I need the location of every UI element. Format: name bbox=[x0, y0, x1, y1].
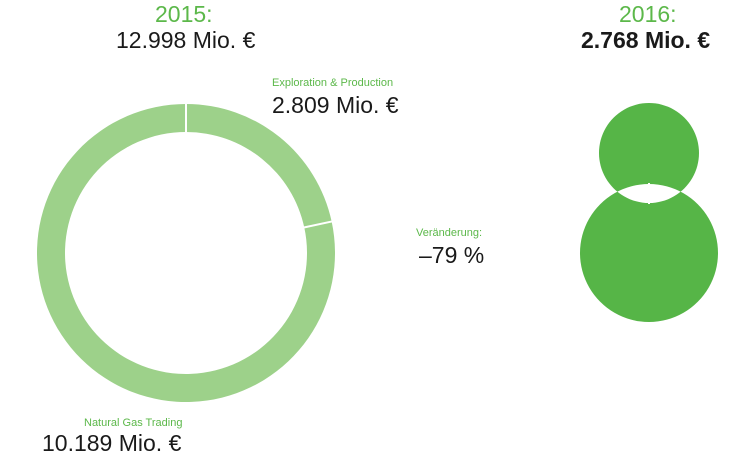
donut-2016-slice-0 bbox=[579, 103, 718, 322]
slice-label-exploration-production: Exploration & Production bbox=[272, 77, 394, 89]
total-2016-value: 2.768 Mio. € bbox=[581, 27, 711, 53]
total-2015-value: 12.998 Mio. € bbox=[116, 27, 256, 53]
change-value: –79 % bbox=[419, 242, 485, 268]
donut-2015-slice-0 bbox=[186, 104, 332, 228]
slice-value-exploration-production: 2.809 Mio. € bbox=[272, 92, 399, 118]
donut-2015-separator-1 bbox=[303, 220, 333, 229]
change-label: Veränderung: bbox=[416, 227, 483, 239]
slice-label-natural-gas-trading: Natural Gas Trading bbox=[84, 417, 183, 429]
year-2015-label: 2015: bbox=[155, 1, 213, 27]
year-2016-label: 2016: bbox=[619, 1, 677, 27]
slice-value-natural-gas-trading: 10.189 Mio. € bbox=[42, 430, 182, 456]
